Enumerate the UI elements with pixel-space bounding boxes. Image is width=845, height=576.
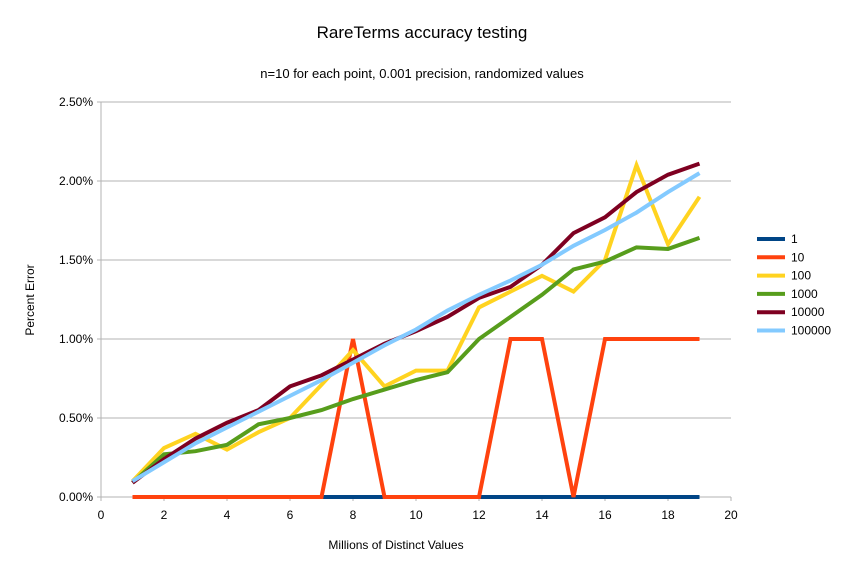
x-tick-label: 20: [724, 508, 738, 522]
chart-title: RareTerms accuracy testing: [317, 23, 528, 42]
x-axis-label: Millions of Distinct Values: [328, 538, 463, 552]
y-tick-label: 0.00%: [59, 490, 93, 504]
series-line-10000: [131, 161, 701, 485]
x-tick-label: 0: [98, 508, 105, 522]
chart-subtitle: n=10 for each point, 0.001 precision, ra…: [260, 66, 584, 81]
x-tick-label: 6: [287, 508, 294, 522]
x-tick-label: 18: [661, 508, 675, 522]
y-tick-label: 2.00%: [59, 174, 93, 188]
legend: 1 10 100 1000 10000 100000: [757, 232, 831, 338]
x-tick-label: 12: [472, 508, 486, 522]
legend-label: 1000: [791, 287, 818, 301]
y-tick-label: 2.50%: [59, 95, 93, 109]
legend-label: 10: [791, 250, 805, 264]
x-tick-label: 4: [224, 508, 231, 522]
legend-label: 100: [791, 269, 811, 283]
y-tick-label: 0.50%: [59, 411, 93, 425]
x-tick-label: 14: [535, 508, 549, 522]
legend-label: 100000: [791, 324, 831, 338]
series-line-1000: [131, 235, 701, 485]
series-line-100000: [131, 171, 701, 483]
y-tick-label: 1.00%: [59, 332, 93, 346]
x-tick-label: 10: [409, 508, 423, 522]
series-line-10: [132, 337, 700, 499]
x-tick-label: 2: [161, 508, 168, 522]
x-tick-label: 16: [598, 508, 612, 522]
legend-label: 1: [791, 232, 798, 246]
x-tick-label: 8: [350, 508, 357, 522]
legend-label: 10000: [791, 305, 825, 319]
y-axis-label: Percent Error: [23, 264, 37, 335]
y-tick-label: 1.50%: [59, 253, 93, 267]
